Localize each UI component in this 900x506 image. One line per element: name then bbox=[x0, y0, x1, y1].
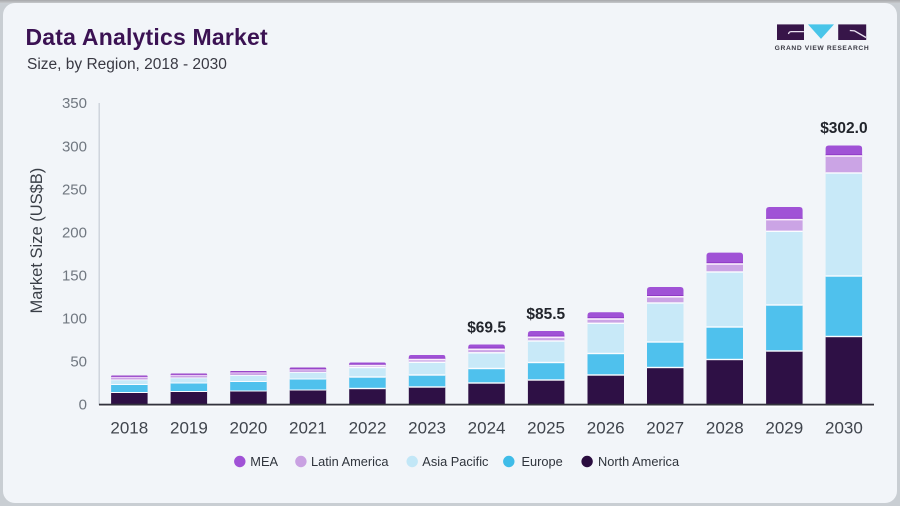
svg-text:200: 200 bbox=[62, 224, 87, 241]
svg-text:0: 0 bbox=[79, 397, 87, 414]
svg-text:2018: 2018 bbox=[110, 418, 148, 437]
svg-text:2024: 2024 bbox=[468, 418, 506, 437]
svg-text:$85.5: $85.5 bbox=[526, 306, 565, 323]
svg-text:2022: 2022 bbox=[349, 418, 387, 437]
svg-text:2030: 2030 bbox=[825, 418, 863, 437]
svg-text:$302.0: $302.0 bbox=[820, 120, 867, 137]
svg-text:2021: 2021 bbox=[289, 418, 327, 437]
svg-text:Latin America: Latin America bbox=[311, 454, 389, 469]
svg-text:2028: 2028 bbox=[706, 418, 744, 437]
svg-text:North America: North America bbox=[598, 454, 680, 469]
svg-text:Europe: Europe bbox=[522, 454, 563, 469]
svg-text:150: 150 bbox=[62, 268, 87, 285]
svg-text:350: 350 bbox=[62, 95, 87, 112]
svg-text:50: 50 bbox=[70, 354, 87, 371]
svg-text:2027: 2027 bbox=[646, 418, 684, 437]
svg-text:MEA: MEA bbox=[250, 454, 278, 469]
svg-text:2029: 2029 bbox=[765, 418, 803, 437]
svg-text:2026: 2026 bbox=[587, 418, 625, 437]
svg-text:2023: 2023 bbox=[408, 418, 446, 437]
svg-text:GRAND VIEW RESEARCH: GRAND VIEW RESEARCH bbox=[775, 45, 870, 52]
svg-text:2019: 2019 bbox=[170, 418, 208, 437]
svg-text:2020: 2020 bbox=[229, 418, 267, 437]
svg-text:Market Size (US$B): Market Size (US$B) bbox=[28, 168, 46, 314]
svg-text:Asia Pacific: Asia Pacific bbox=[422, 454, 489, 469]
svg-text:250: 250 bbox=[62, 181, 87, 198]
svg-text:100: 100 bbox=[62, 311, 87, 328]
svg-text:$69.5: $69.5 bbox=[467, 320, 506, 337]
svg-text:300: 300 bbox=[62, 138, 87, 155]
svg-text:2025: 2025 bbox=[527, 418, 565, 437]
